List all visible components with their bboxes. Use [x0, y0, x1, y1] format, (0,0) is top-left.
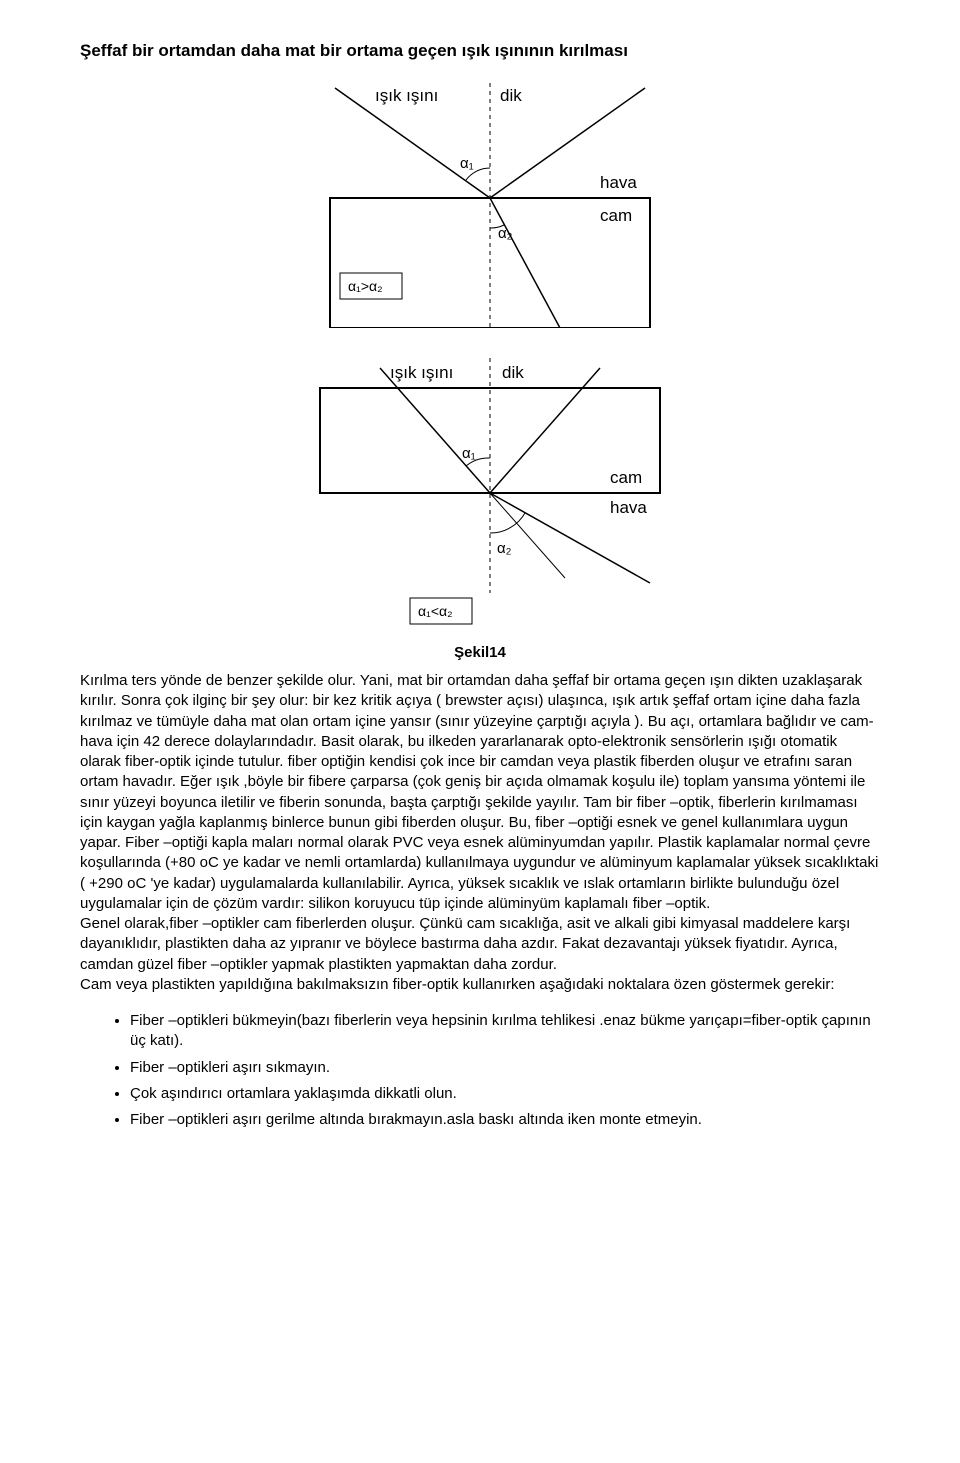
label-top-medium: hava	[600, 173, 637, 192]
list-item: Fiber –optikleri aşırı gerilme altında b…	[130, 1110, 880, 1130]
relation-text: α₁>α₂	[348, 278, 383, 294]
refracted-ray	[490, 198, 560, 328]
label-alpha1: α₁	[462, 445, 476, 462]
list-item: Çok aşındırıcı ortamlara yaklaşımda dikk…	[130, 1084, 880, 1104]
label-alpha2: α₂	[498, 225, 513, 242]
figures-container: ışık ışını dik α₁ α₂ hava cam α₁>α₂ ışık…	[80, 83, 880, 633]
page-title: Şeffaf bir ortamdan daha mat bir ortama …	[80, 40, 880, 63]
figure-caption: Şekil14	[80, 643, 880, 663]
label-alpha1: α₁	[460, 155, 474, 172]
label-ray: ışık ışını	[375, 86, 438, 105]
paragraph-2: Genel olarak,fiber –optikler cam fiberle…	[80, 914, 880, 975]
label-bottom-medium: cam	[600, 206, 632, 225]
paragraph-1: Kırılma ters yönde de benzer şekilde olu…	[80, 671, 880, 914]
body-text: Kırılma ters yönde de benzer şekilde olu…	[80, 671, 880, 995]
list-item: Fiber –optikleri aşırı sıkmayın.	[130, 1058, 880, 1078]
alpha2-arc	[490, 513, 525, 533]
incident-ray	[380, 368, 490, 493]
label-alpha2: α₂	[497, 540, 512, 557]
list-item: Fiber –optikleri bükmeyin(bazı fiberleri…	[130, 1011, 880, 1052]
bullet-list: Fiber –optikleri bükmeyin(bazı fiberleri…	[80, 1011, 880, 1130]
refraction-diagram-2: ışık ışını dik α₁ α₂ cam hava α₁<α₂	[280, 358, 680, 633]
relation-text: α₁<α₂	[418, 603, 453, 619]
reflected-ray	[490, 368, 600, 493]
paragraph-3: Cam veya plastikten yapıldığına bakılmak…	[80, 975, 880, 995]
refracted-ray-2	[490, 493, 565, 578]
label-top-medium: cam	[610, 468, 642, 487]
label-normal: dik	[502, 363, 524, 382]
refraction-diagram-1: ışık ışını dik α₁ α₂ hava cam α₁>α₂	[280, 83, 680, 328]
label-ray: ışık ışını	[390, 363, 453, 382]
label-bottom-medium: hava	[610, 498, 647, 517]
label-normal: dik	[500, 86, 522, 105]
